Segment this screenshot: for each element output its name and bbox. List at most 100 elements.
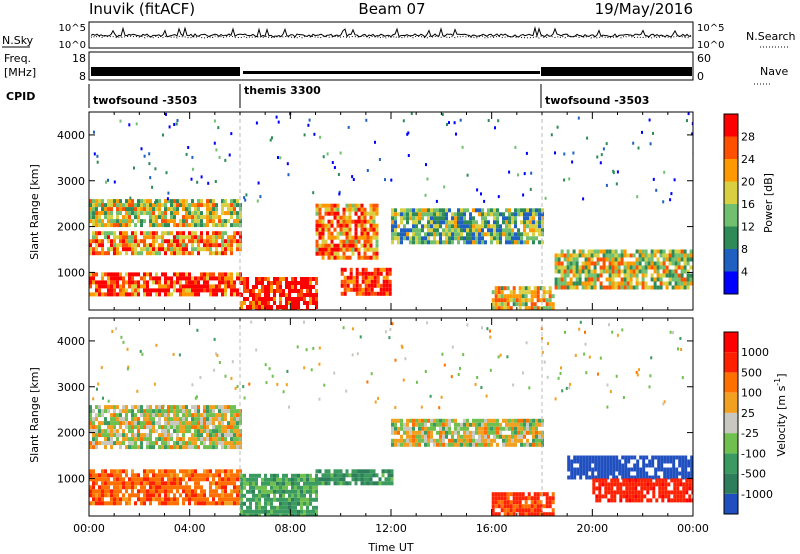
- data-cell: [227, 425, 230, 430]
- data-cell: [688, 494, 692, 499]
- data-cell: [107, 421, 110, 426]
- scatter-cell: [216, 353, 219, 357]
- data-cell: [101, 211, 104, 216]
- data-cell: [557, 281, 561, 286]
- data-cell: [279, 509, 282, 514]
- data-cell: [167, 425, 170, 430]
- data-cell: [188, 235, 191, 240]
- data-cell: [261, 285, 264, 289]
- data-cell: [182, 284, 185, 289]
- data-cell: [642, 455, 646, 460]
- data-cell: [324, 207, 328, 212]
- data-cell: [354, 473, 358, 478]
- data-cell: [209, 276, 212, 281]
- data-cell: [481, 438, 484, 443]
- data-cell: [662, 265, 666, 270]
- data-cell: [194, 280, 197, 285]
- data-cell: [527, 504, 531, 509]
- data-cell: [658, 478, 662, 483]
- data-cell: [128, 243, 131, 248]
- data-cell: [366, 477, 370, 482]
- data-cell: [603, 475, 607, 480]
- data-cell: [433, 236, 436, 241]
- data-cell: [185, 425, 188, 430]
- data-cell: [173, 203, 176, 208]
- data-cell: [668, 257, 672, 262]
- data-cell: [514, 236, 517, 241]
- data-cell: [491, 500, 495, 505]
- data-cell: [197, 429, 200, 434]
- data-cell: [582, 455, 586, 460]
- data-cell: [412, 232, 415, 237]
- data-cell: [494, 298, 498, 303]
- data-cell: [573, 471, 577, 476]
- scatter-cell: [457, 373, 460, 376]
- data-cell: [610, 482, 614, 487]
- data-cell: [122, 247, 125, 252]
- data-cell: [505, 434, 508, 439]
- data-cell: [469, 216, 472, 221]
- data-cell: [330, 473, 334, 478]
- data-cell: [188, 215, 191, 220]
- data-cell: [466, 240, 469, 245]
- data-cell: [391, 418, 394, 423]
- data-cell: [604, 490, 608, 495]
- data-cell: [349, 271, 353, 276]
- data-cell: [230, 243, 233, 248]
- nsky-tick-top: 10^5: [59, 23, 86, 34]
- data-cell: [638, 265, 642, 270]
- data-cell: [188, 477, 191, 482]
- data-cell: [227, 247, 230, 252]
- data-cell: [605, 277, 609, 282]
- data-cell: [137, 207, 140, 212]
- data-cell: [200, 276, 203, 281]
- data-cell: [415, 228, 418, 233]
- scatter-cell: [402, 378, 405, 382]
- data-cell: [336, 219, 340, 224]
- data-cell: [140, 489, 143, 494]
- scatter-cell: [525, 341, 528, 345]
- data-cell: [363, 481, 367, 486]
- data-cell: [318, 207, 322, 212]
- data-cell: [125, 417, 128, 422]
- data-cell: [415, 240, 418, 245]
- data-cell: [617, 265, 621, 270]
- data-cell: [212, 429, 215, 434]
- scatter-cell: [476, 376, 479, 379]
- data-cell: [227, 469, 230, 474]
- data-cell: [236, 223, 239, 228]
- data-cell: [490, 236, 493, 241]
- data-cell: [484, 216, 487, 221]
- data-cell: [224, 284, 227, 289]
- data-cell: [279, 485, 282, 490]
- data-cell: [116, 485, 119, 490]
- data-cell: [182, 203, 185, 208]
- data-cell: [227, 441, 230, 446]
- data-cell: [261, 481, 264, 486]
- data-cell: [324, 477, 328, 482]
- scatter-cell: [149, 176, 152, 180]
- data-cell: [176, 433, 179, 438]
- data-cell: [176, 473, 179, 478]
- data-cell: [538, 228, 541, 233]
- y-tick-label: 2000: [57, 427, 85, 440]
- data-cell: [493, 236, 496, 241]
- data-cell: [523, 228, 526, 233]
- data-cell: [146, 211, 149, 216]
- data-cell: [137, 489, 140, 494]
- data-cell: [487, 212, 490, 217]
- data-cell: [104, 445, 107, 450]
- data-cell: [529, 212, 532, 217]
- data-cell: [224, 497, 227, 502]
- data-cell: [209, 413, 212, 418]
- data-cell: [215, 207, 218, 212]
- data-cell: [312, 509, 315, 514]
- data-cell: [194, 473, 197, 478]
- data-cell: [502, 228, 505, 233]
- data-cell: [527, 508, 531, 513]
- data-cell: [104, 211, 107, 216]
- data-cell: [661, 482, 665, 487]
- data-cell: [354, 203, 358, 208]
- scatter-cell: [420, 405, 423, 409]
- scatter-cell: [486, 327, 489, 331]
